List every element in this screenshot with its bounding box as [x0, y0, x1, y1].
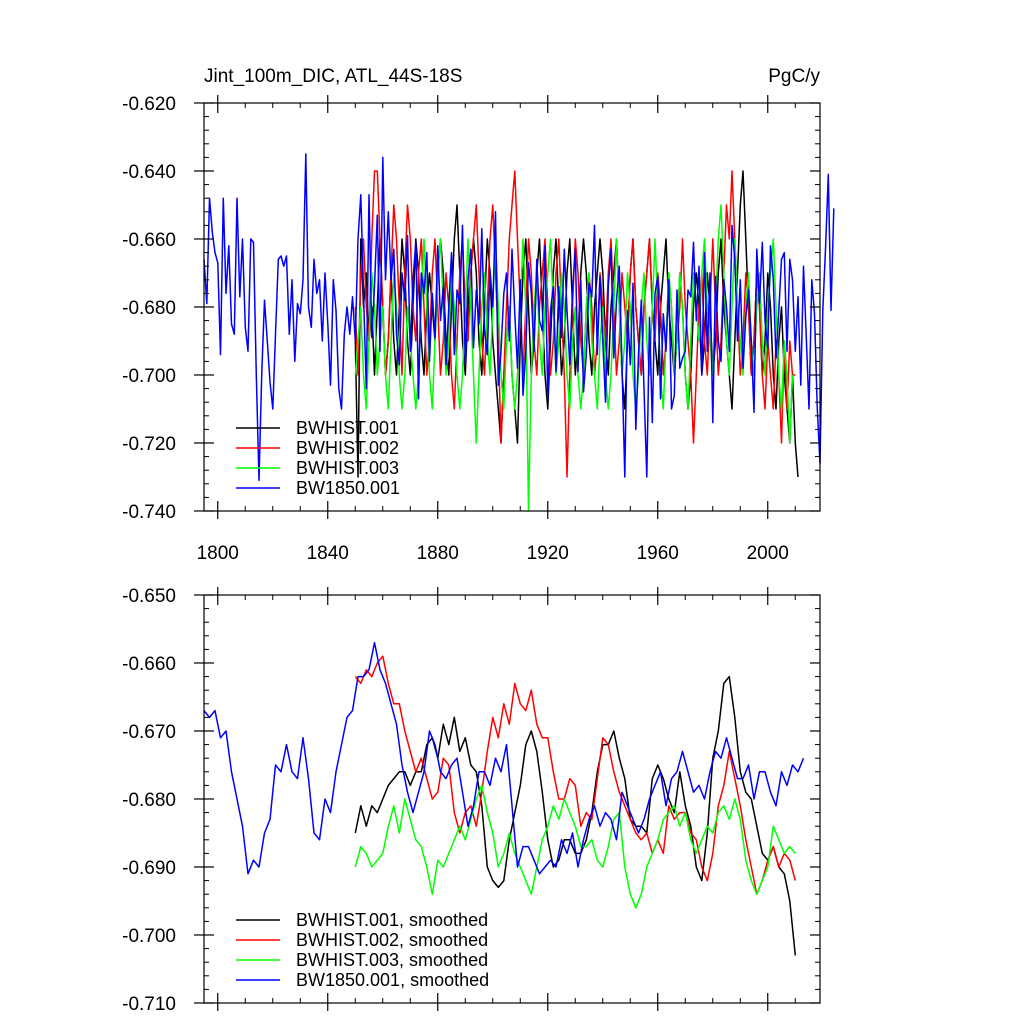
- bottom-panel: -0.650 -0.660 -0.670 -0.680 -0.690 -0.700 -0.7…: [122, 586, 821, 1015]
- y-tick-label: -0.660: [122, 230, 176, 251]
- series-line-4: [203, 641, 805, 875]
- top-title: Jint_100m_DIC, ATL_44S-18S: [204, 66, 462, 87]
- bottom-axes: -0.650 -0.660 -0.670 -0.680 -0.690 -0.700 -0.7…: [122, 586, 821, 1015]
- y-tick-label: -0.650: [122, 586, 176, 607]
- legend-label: BWHIST.001: [296, 418, 399, 438]
- top-plot-lines: [203, 153, 835, 512]
- top-units-label: PgC/y: [768, 66, 820, 87]
- series-line-2: [354, 655, 797, 895]
- legend-label: BW1850.001, smoothed: [296, 970, 489, 990]
- x-tick-label: 1920: [527, 543, 569, 564]
- y-tick-label: -0.690: [122, 858, 176, 879]
- top-panel: Jint_100m_DIC, ATL_44S-18S PgC/y -0.620-…: [122, 66, 835, 564]
- y-tick-label: -0.670: [122, 722, 176, 743]
- y-tick-label: -0.660: [122, 654, 176, 675]
- y-tick-label: -0.710: [122, 994, 176, 1015]
- x-tick-label: 2000: [747, 543, 789, 564]
- y-tick-label: -0.700: [122, 926, 176, 947]
- bottom-plot-lines: [203, 641, 805, 956]
- y-tick-label: -0.700: [122, 366, 176, 387]
- series-line-3: [354, 784, 796, 909]
- legend-label: BWHIST.002, smoothed: [296, 930, 488, 950]
- series-line-4: [203, 153, 835, 482]
- y-tick-label: -0.680: [122, 790, 176, 811]
- legend-label: BWHIST.003: [296, 458, 399, 478]
- x-tick-label: 1800: [197, 543, 239, 564]
- x-tick-label: 1880: [417, 543, 459, 564]
- y-tick-label: -0.720: [122, 434, 176, 455]
- x-tick-label: 1960: [637, 543, 679, 564]
- y-tick-label: -0.620: [122, 94, 176, 115]
- y-tick-label: -0.740: [122, 502, 176, 523]
- legend-label: BWHIST.001, smoothed: [296, 910, 488, 930]
- series-line-3: [354, 204, 794, 512]
- legend-label: BW1850.001: [296, 478, 400, 498]
- top-axes: -0.620 -0.640 -0.660 -0.680 -0.700 -0.720 -0.7…: [122, 94, 821, 564]
- y-tick-label: -0.680: [122, 298, 176, 319]
- legend-label: BWHIST.002: [296, 438, 399, 458]
- y-tick-label: -0.640: [122, 162, 176, 183]
- x-tick-label: 1840: [307, 543, 349, 564]
- legend-label: BWHIST.003, smoothed: [296, 950, 488, 970]
